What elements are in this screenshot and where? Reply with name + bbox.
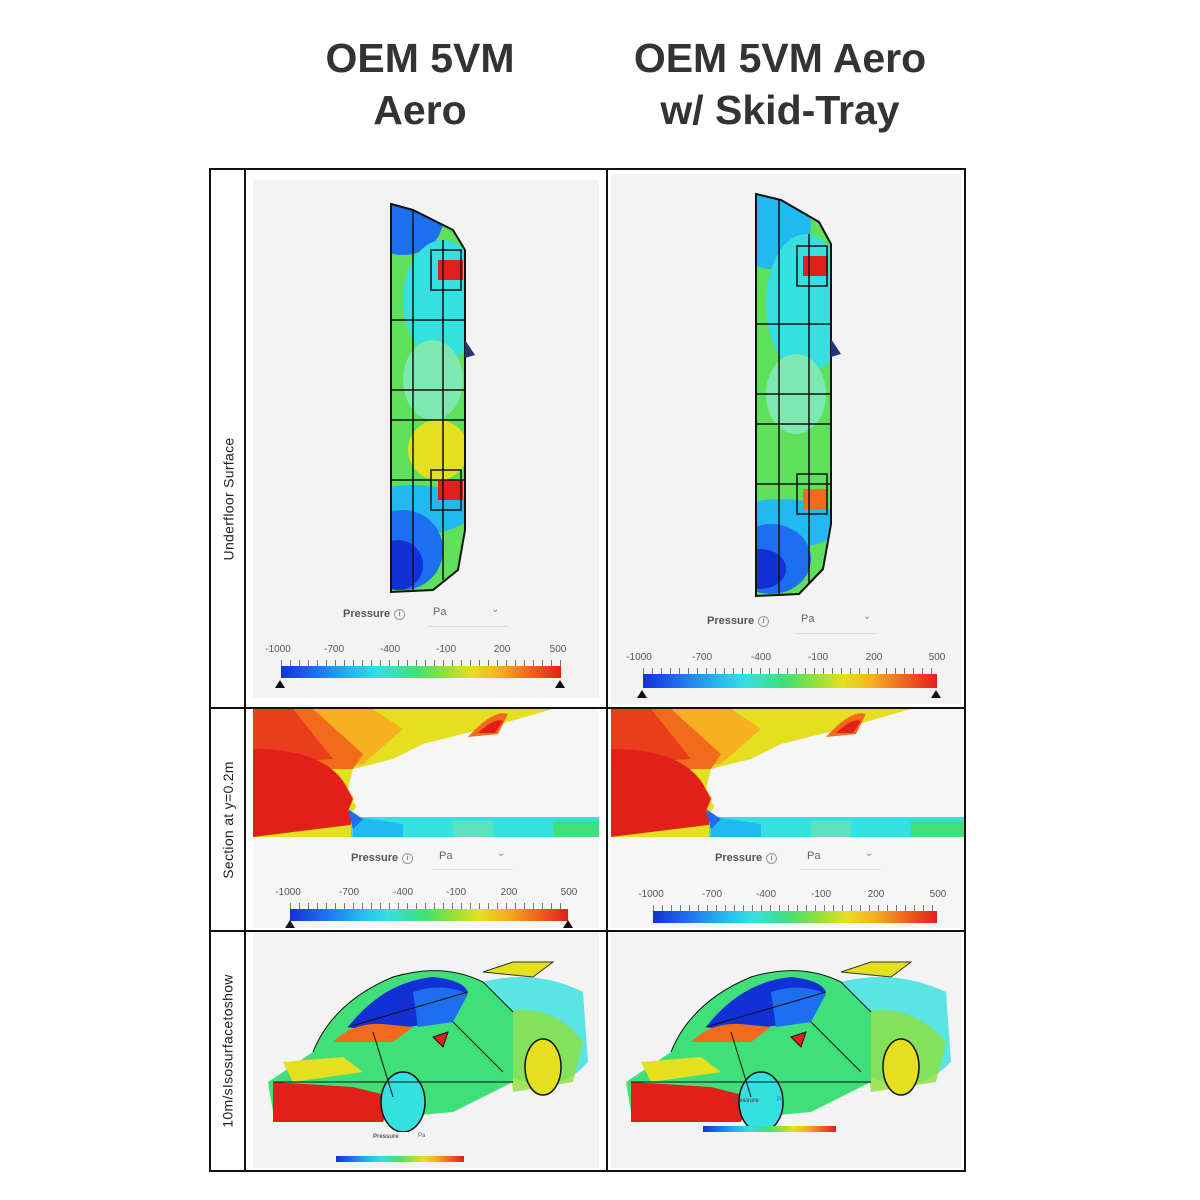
- column-divider: [606, 170, 608, 1170]
- legend-title-skid-tray: Pressure: [715, 852, 763, 864]
- tick-label: 500: [549, 644, 567, 655]
- info-icon[interactable]: i: [758, 615, 770, 627]
- tick-label: -400: [392, 887, 414, 898]
- tick-label: -400: [755, 889, 777, 900]
- tick-label: -100: [810, 889, 832, 900]
- pressure-colorbar: [653, 911, 937, 923]
- unit-select-skid-tray[interactable]: Pa: [777, 1097, 785, 1103]
- max-marker[interactable]: [555, 680, 565, 688]
- tick-marks: [643, 668, 937, 674]
- section-field-oem: [253, 709, 599, 837]
- isosurface-car-oem: [268, 961, 588, 1133]
- legend-title-oem: Pressure: [373, 1134, 399, 1140]
- row-divider-2: [211, 930, 964, 932]
- tick-label: 500: [560, 887, 578, 898]
- unit-underline: [433, 869, 513, 870]
- isosurface-word-4: show: [220, 974, 237, 1009]
- tick-label: 200: [865, 652, 883, 663]
- chevron-down-icon[interactable]: ⌄: [865, 848, 874, 859]
- legend-title-oem: Pressure: [343, 608, 391, 620]
- pressure-colorbar: [703, 1126, 836, 1132]
- tick-label: -700: [338, 887, 360, 898]
- underfloor-car-oem: [390, 202, 475, 594]
- unit-underline: [801, 869, 881, 870]
- tick-label: -700: [691, 652, 713, 663]
- tick-label: -100: [435, 644, 457, 655]
- column-title-skid-tray: OEM 5VM Aero w/ Skid-Tray: [633, 35, 927, 133]
- tick-label: 500: [929, 889, 947, 900]
- info-icon[interactable]: i: [766, 852, 778, 864]
- tick-label: 200: [500, 887, 518, 898]
- pressure-colorbar: [643, 674, 937, 688]
- min-marker[interactable]: [285, 920, 295, 928]
- row-label-isosurface: 10m/s Isosurface to show: [211, 932, 245, 1170]
- unit-select-skid-tray[interactable]: Pa: [801, 613, 815, 625]
- tick-label: -100: [445, 887, 467, 898]
- tick-label: -1000: [275, 887, 301, 898]
- legend-title-skid-tray: Pressure: [707, 615, 755, 627]
- unit-select-oem[interactable]: Pa: [433, 606, 447, 618]
- isosurface-word-3: to: [220, 1008, 237, 1021]
- row-label-underfloor: Underfloor Surface: [220, 437, 236, 560]
- isosurface-word-2: Isosurface: [220, 1020, 237, 1089]
- chevron-down-icon[interactable]: ⌄: [497, 848, 506, 859]
- isosurface-word-1: 10m/s: [220, 1088, 237, 1128]
- legend-title-skid-tray: Pressure: [733, 1098, 759, 1104]
- isosurface-car-skid-tray: [626, 961, 951, 1133]
- label-divider: [244, 170, 246, 1170]
- row-label-section: Section at y=0.2m: [220, 760, 236, 879]
- tick-marks: [281, 660, 561, 666]
- tick-marks: [653, 905, 937, 911]
- tick-label: -400: [750, 652, 772, 663]
- unit-select-oem[interactable]: Pa: [418, 1133, 426, 1139]
- row-divider-1: [211, 707, 964, 709]
- tick-label: -400: [379, 644, 401, 655]
- unit-select-oem[interactable]: Pa: [439, 850, 453, 862]
- section-plot-skid-tray: Pressure i Pa ⌄ -1000 -700 -400 -100 200 …: [611, 709, 964, 928]
- unit-underline: [796, 633, 876, 634]
- column-title-oem: OEM 5VM Aero: [325, 35, 515, 133]
- tick-label: -1000: [265, 644, 291, 655]
- tick-label: 200: [493, 644, 511, 655]
- info-icon[interactable]: i: [394, 608, 406, 620]
- max-marker[interactable]: [563, 920, 573, 928]
- section-field-skid-tray: [611, 709, 964, 837]
- section-plot-oem: Pressure i Pa ⌄ -1000 -700 -400 -100 200 …: [253, 709, 599, 928]
- tick-label: -700: [701, 889, 723, 900]
- min-marker[interactable]: [637, 690, 647, 698]
- underfloor-plot-oem: Pressure i Pa ⌄ -1000 -700 -400 -100 200 …: [253, 180, 599, 698]
- tick-label: 200: [867, 889, 885, 900]
- tick-marks: [290, 903, 568, 909]
- tick-label: -100: [807, 652, 829, 663]
- tick-label: -1000: [638, 889, 664, 900]
- chevron-down-icon[interactable]: ⌄: [491, 604, 500, 615]
- pressure-colorbar: [281, 666, 561, 678]
- tick-label: 500: [928, 652, 946, 663]
- tick-label: -1000: [626, 652, 652, 663]
- legend-title-oem: Pressure: [351, 852, 399, 864]
- chevron-down-icon[interactable]: ⌄: [863, 611, 872, 622]
- unit-select-skid-tray[interactable]: Pa: [807, 850, 821, 862]
- underfloor-plot-skid-tray: Pressure i Pa ⌄ -1000 -700 -400 -100 200 …: [611, 174, 961, 704]
- pressure-colorbar: [290, 909, 568, 921]
- underfloor-car-skid-tray: [755, 192, 841, 598]
- comparison-grid: Underfloor Surface Section at y=0.2m 10m…: [209, 168, 966, 1172]
- tick-label: -700: [323, 644, 345, 655]
- max-marker[interactable]: [931, 690, 941, 698]
- info-icon[interactable]: i: [402, 852, 414, 864]
- unit-underline: [428, 626, 508, 627]
- pressure-colorbar: [336, 1156, 464, 1162]
- isosurface-plot-oem: Pressure Pa: [253, 932, 599, 1168]
- min-marker[interactable]: [275, 680, 285, 688]
- isosurface-plot-skid-tray: Pressure Pa: [611, 932, 961, 1168]
